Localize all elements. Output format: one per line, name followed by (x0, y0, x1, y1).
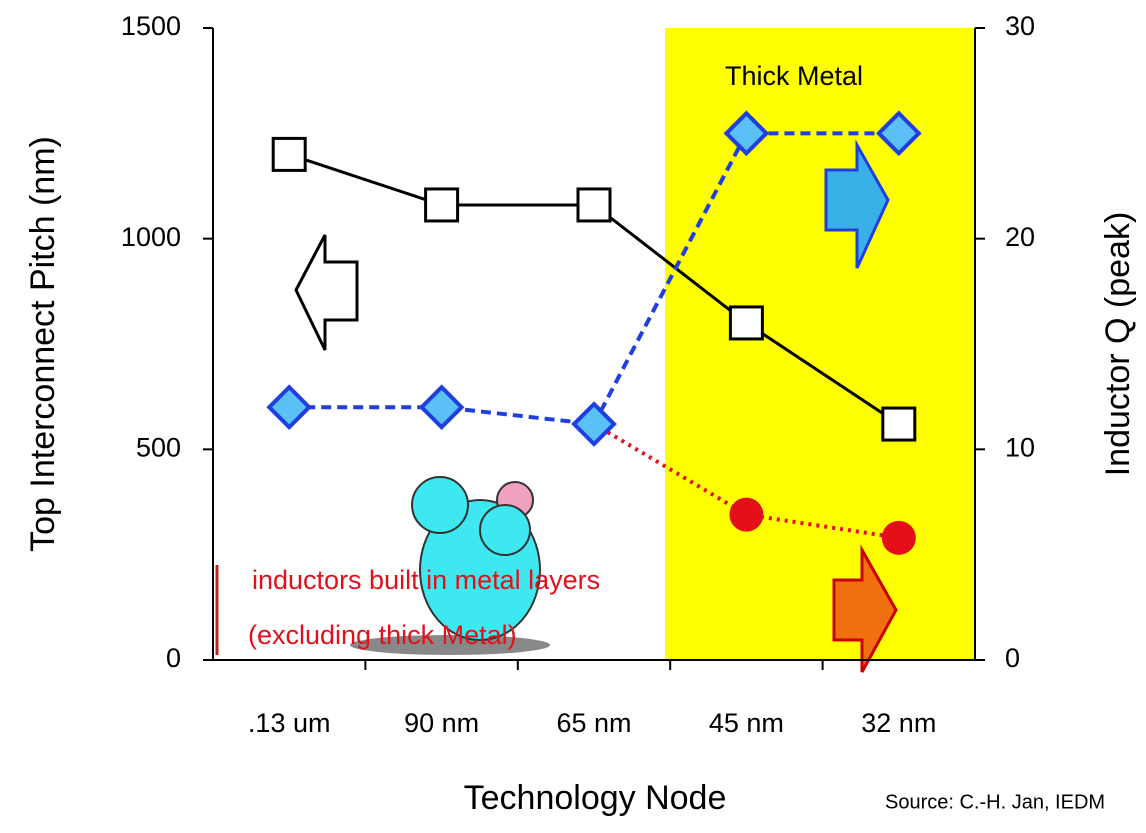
annotation: (excluding thick Metal) (248, 620, 517, 650)
square-marker (728, 305, 764, 341)
right-arrow (832, 544, 898, 673)
y2-tick-label: 30 (1005, 11, 1035, 41)
x-tick-label: 32 nm (861, 708, 936, 738)
y2-tick-label: 20 (1005, 222, 1035, 252)
diamond-marker (723, 110, 770, 157)
diamond-marker (266, 384, 313, 431)
y-tick-label: 500 (136, 432, 181, 462)
y-axis-title: Top Interconnect Pitch (nm) (24, 136, 62, 552)
square-marker (271, 136, 307, 172)
y2-tick-label: 10 (1005, 432, 1035, 462)
y2-tick-label: 0 (1005, 643, 1020, 673)
x-tick-label: .13 um (248, 708, 331, 738)
y-tick-label: 1500 (121, 11, 181, 41)
thick-metal-region (665, 28, 975, 660)
y-tick-label: 0 (166, 643, 181, 673)
x-tick-label: 45 nm (709, 708, 784, 738)
x-axis-title: Technology Node (464, 779, 727, 817)
y2-axis-title: Inductor Q (peak) (1099, 212, 1137, 477)
diamond-marker (418, 384, 465, 431)
x-tick-label: 65 nm (556, 708, 631, 738)
diamond-marker (571, 401, 617, 447)
y-tick-label: 1000 (121, 222, 181, 252)
right-arrow (824, 139, 890, 269)
circle-marker (881, 520, 916, 555)
mouse-illustration (350, 476, 550, 655)
square-marker (424, 187, 460, 223)
square-marker (881, 406, 917, 442)
square-marker (576, 187, 612, 223)
source-note: Source: C.-H. Jan, IEDM (885, 791, 1105, 813)
left-arrow (294, 234, 359, 351)
annotation: inductors built in metal layers (252, 565, 600, 595)
circle-marker (729, 497, 764, 532)
x-tick-label: 90 nm (404, 708, 479, 738)
diamond-marker (875, 110, 922, 157)
annotation: Thick Metal (725, 61, 863, 91)
